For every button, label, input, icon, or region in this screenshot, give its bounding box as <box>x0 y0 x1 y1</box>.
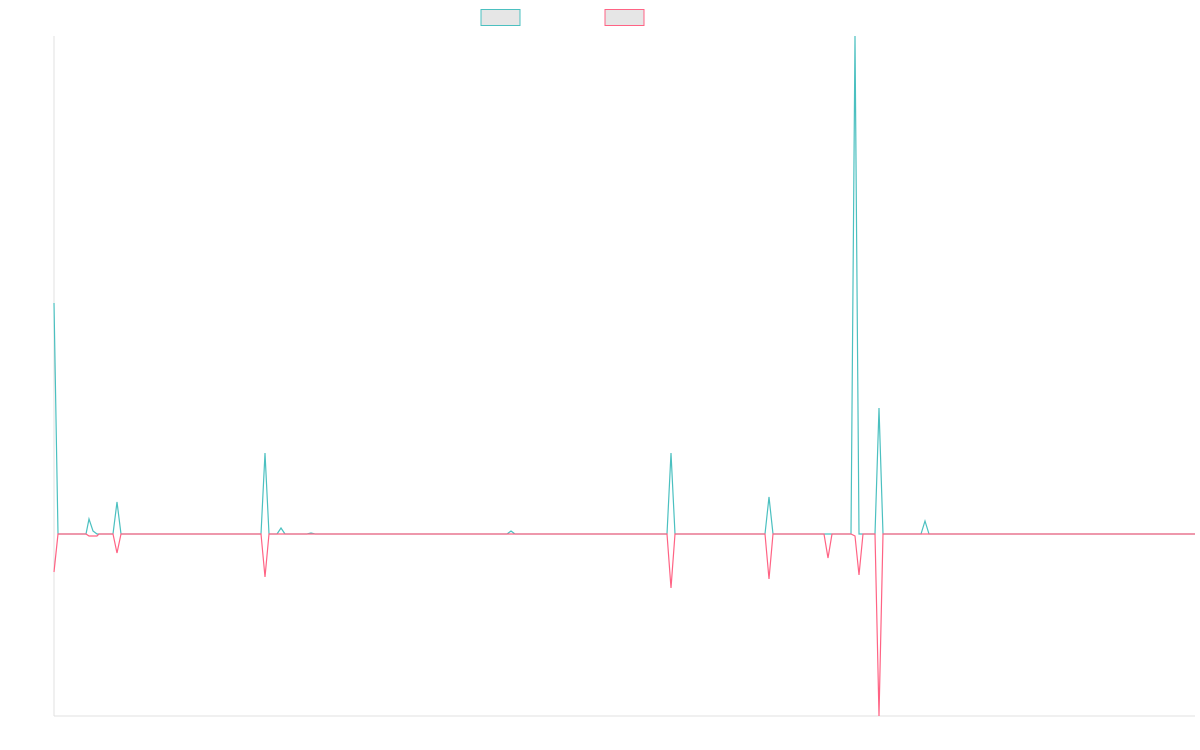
series-line <box>53 35 1195 535</box>
series-line <box>53 533 1195 717</box>
legend-swatch[interactable] <box>480 9 521 26</box>
legend-swatch[interactable] <box>604 9 645 26</box>
